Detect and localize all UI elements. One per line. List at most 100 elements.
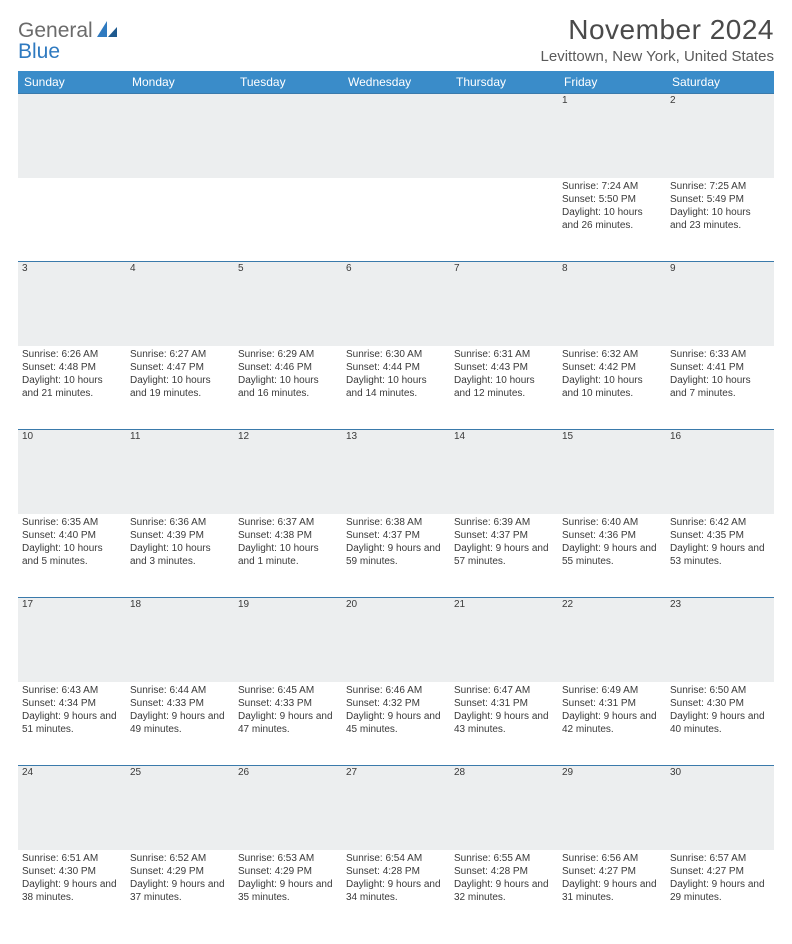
day-number	[450, 94, 558, 178]
day-info-row: Sunrise: 6:35 AMSunset: 4:40 PMDaylight:…	[18, 514, 774, 598]
sunrise-text: Sunrise: 6:51 AM	[22, 852, 122, 865]
sunset-text: Sunset: 4:27 PM	[670, 865, 770, 878]
day-cell	[234, 178, 342, 262]
daynum-row: 3456789	[18, 262, 774, 346]
sunset-text: Sunset: 4:28 PM	[346, 865, 446, 878]
daylight-text: Daylight: 10 hours and 26 minutes.	[562, 206, 662, 232]
day-cell: Sunrise: 6:31 AMSunset: 4:43 PMDaylight:…	[450, 346, 558, 430]
day-number: 25	[126, 766, 234, 850]
day-cell: Sunrise: 7:25 AMSunset: 5:49 PMDaylight:…	[666, 178, 774, 262]
day-cell: Sunrise: 6:38 AMSunset: 4:37 PMDaylight:…	[342, 514, 450, 598]
day-cell: Sunrise: 6:30 AMSunset: 4:44 PMDaylight:…	[342, 346, 450, 430]
sunrise-text: Sunrise: 6:49 AM	[562, 684, 662, 697]
sunrise-text: Sunrise: 6:32 AM	[562, 348, 662, 361]
sunrise-text: Sunrise: 7:24 AM	[562, 180, 662, 193]
daylight-text: Daylight: 9 hours and 57 minutes.	[454, 542, 554, 568]
daylight-text: Daylight: 9 hours and 49 minutes.	[130, 710, 230, 736]
sunrise-text: Sunrise: 6:47 AM	[454, 684, 554, 697]
daynum-row: 12	[18, 94, 774, 178]
page-title: November 2024	[541, 14, 774, 46]
day-number: 26	[234, 766, 342, 850]
sunset-text: Sunset: 4:47 PM	[130, 361, 230, 374]
day-number: 15	[558, 430, 666, 514]
sunset-text: Sunset: 4:28 PM	[454, 865, 554, 878]
day-number: 24	[18, 766, 126, 850]
day-cell: Sunrise: 6:46 AMSunset: 4:32 PMDaylight:…	[342, 682, 450, 766]
day-cell	[126, 178, 234, 262]
day-cell: Sunrise: 6:45 AMSunset: 4:33 PMDaylight:…	[234, 682, 342, 766]
day-number: 30	[666, 766, 774, 850]
daylight-text: Daylight: 10 hours and 14 minutes.	[346, 374, 446, 400]
sunset-text: Sunset: 4:31 PM	[562, 697, 662, 710]
day-number	[126, 94, 234, 178]
day-cell: Sunrise: 6:43 AMSunset: 4:34 PMDaylight:…	[18, 682, 126, 766]
daylight-text: Daylight: 9 hours and 35 minutes.	[238, 878, 338, 904]
brand-part2: Blue	[18, 40, 60, 63]
col-wednesday: Wednesday	[342, 71, 450, 94]
day-cell: Sunrise: 6:32 AMSunset: 4:42 PMDaylight:…	[558, 346, 666, 430]
daylight-text: Daylight: 10 hours and 12 minutes.	[454, 374, 554, 400]
day-cell: Sunrise: 6:33 AMSunset: 4:41 PMDaylight:…	[666, 346, 774, 430]
day-number: 2	[666, 94, 774, 178]
day-number: 5	[234, 262, 342, 346]
day-number: 7	[450, 262, 558, 346]
day-cell: Sunrise: 6:47 AMSunset: 4:31 PMDaylight:…	[450, 682, 558, 766]
daylight-text: Daylight: 9 hours and 40 minutes.	[670, 710, 770, 736]
day-number: 9	[666, 262, 774, 346]
sunset-text: Sunset: 4:29 PM	[238, 865, 338, 878]
day-number	[342, 94, 450, 178]
sunrise-text: Sunrise: 6:38 AM	[346, 516, 446, 529]
day-number: 20	[342, 598, 450, 682]
day-number: 13	[342, 430, 450, 514]
sunrise-text: Sunrise: 6:50 AM	[670, 684, 770, 697]
daynum-row: 10111213141516	[18, 430, 774, 514]
day-info-row: Sunrise: 7:24 AMSunset: 5:50 PMDaylight:…	[18, 178, 774, 262]
day-cell: Sunrise: 6:52 AMSunset: 4:29 PMDaylight:…	[126, 850, 234, 934]
daylight-text: Daylight: 10 hours and 5 minutes.	[22, 542, 122, 568]
day-info-row: Sunrise: 6:43 AMSunset: 4:34 PMDaylight:…	[18, 682, 774, 766]
brand-part1: General	[18, 19, 93, 42]
sunrise-text: Sunrise: 6:36 AM	[130, 516, 230, 529]
sunset-text: Sunset: 4:33 PM	[238, 697, 338, 710]
day-number	[18, 94, 126, 178]
day-number: 17	[18, 598, 126, 682]
header: General Blue November 2024 Levittown, Ne…	[18, 14, 774, 65]
day-number: 29	[558, 766, 666, 850]
day-number: 16	[666, 430, 774, 514]
day-cell: Sunrise: 6:55 AMSunset: 4:28 PMDaylight:…	[450, 850, 558, 934]
sunrise-text: Sunrise: 6:39 AM	[454, 516, 554, 529]
day-cell: Sunrise: 6:35 AMSunset: 4:40 PMDaylight:…	[18, 514, 126, 598]
sunset-text: Sunset: 4:36 PM	[562, 529, 662, 542]
sunrise-text: Sunrise: 6:54 AM	[346, 852, 446, 865]
col-saturday: Saturday	[666, 71, 774, 94]
day-info-row: Sunrise: 6:26 AMSunset: 4:48 PMDaylight:…	[18, 346, 774, 430]
col-friday: Friday	[558, 71, 666, 94]
day-cell: Sunrise: 6:29 AMSunset: 4:46 PMDaylight:…	[234, 346, 342, 430]
day-cell	[450, 178, 558, 262]
daylight-text: Daylight: 10 hours and 1 minute.	[238, 542, 338, 568]
sunset-text: Sunset: 4:30 PM	[22, 865, 122, 878]
day-number: 28	[450, 766, 558, 850]
day-cell: Sunrise: 6:37 AMSunset: 4:38 PMDaylight:…	[234, 514, 342, 598]
col-sunday: Sunday	[18, 71, 126, 94]
day-number: 22	[558, 598, 666, 682]
sunrise-text: Sunrise: 7:25 AM	[670, 180, 770, 193]
col-tuesday: Tuesday	[234, 71, 342, 94]
day-number: 1	[558, 94, 666, 178]
day-cell: Sunrise: 6:39 AMSunset: 4:37 PMDaylight:…	[450, 514, 558, 598]
sunrise-text: Sunrise: 6:40 AM	[562, 516, 662, 529]
daylight-text: Daylight: 9 hours and 59 minutes.	[346, 542, 446, 568]
sunset-text: Sunset: 5:50 PM	[562, 193, 662, 206]
sunrise-text: Sunrise: 6:55 AM	[454, 852, 554, 865]
daylight-text: Daylight: 9 hours and 31 minutes.	[562, 878, 662, 904]
day-number: 10	[18, 430, 126, 514]
brand-logo: General Blue	[18, 14, 117, 62]
sunset-text: Sunset: 4:37 PM	[346, 529, 446, 542]
sunset-text: Sunset: 4:40 PM	[22, 529, 122, 542]
sunrise-text: Sunrise: 6:42 AM	[670, 516, 770, 529]
daylight-text: Daylight: 9 hours and 34 minutes.	[346, 878, 446, 904]
daylight-text: Daylight: 9 hours and 32 minutes.	[454, 878, 554, 904]
daylight-text: Daylight: 9 hours and 37 minutes.	[130, 878, 230, 904]
sunrise-text: Sunrise: 6:53 AM	[238, 852, 338, 865]
day-number: 19	[234, 598, 342, 682]
